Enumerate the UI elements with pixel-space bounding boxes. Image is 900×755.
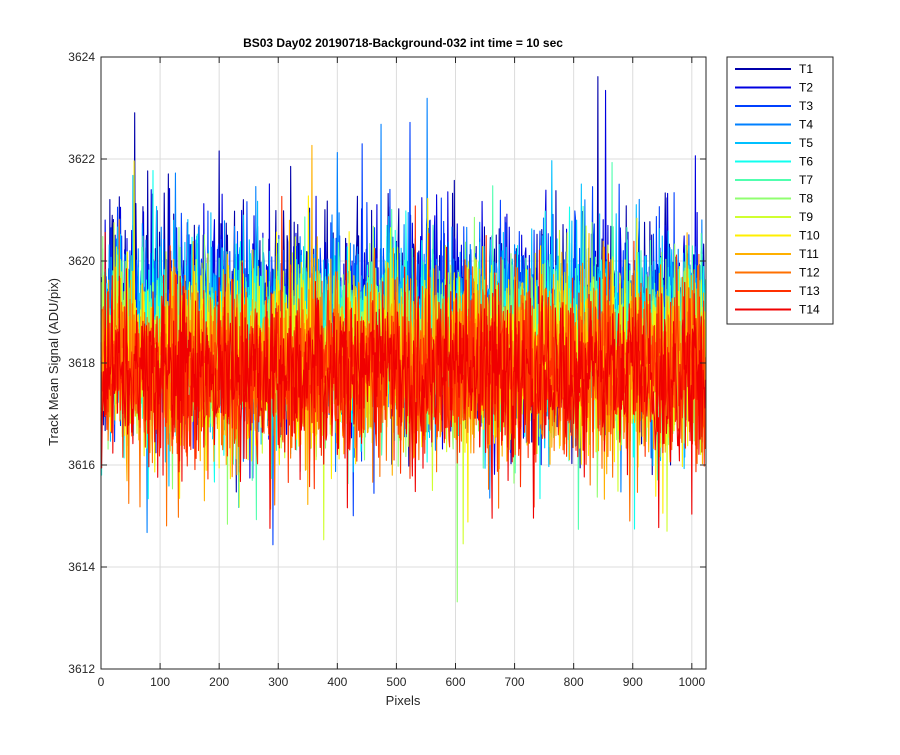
legend-label-T10: T10 [799, 229, 820, 243]
y-tick-label: 3622 [68, 152, 95, 166]
x-tick-label: 100 [150, 675, 170, 689]
series-line-T14 [100, 231, 706, 529]
x-tick-label: 1000 [678, 675, 705, 689]
legend: T1 T2 T3 T4 T5 T6 T7 T8 T9 T10 T11 T12 T13 T14 [726, 56, 834, 325]
legend-label-T1: T1 [799, 62, 813, 76]
y-tick-label: 3624 [68, 50, 95, 64]
legend-label-T9: T9 [799, 210, 813, 224]
legend-label-T6: T6 [799, 155, 813, 169]
x-tick-label: 600 [445, 675, 465, 689]
legend-label-T14: T14 [799, 303, 820, 317]
x-tick-label: 200 [209, 675, 229, 689]
y-tick-label: 3620 [68, 254, 95, 268]
y-tick-label: 3618 [68, 356, 95, 370]
x-tick-label: 300 [268, 675, 288, 689]
y-tick-label: 3612 [68, 662, 95, 676]
legend-label-T3: T3 [799, 99, 813, 113]
series-lines [100, 76, 706, 603]
legend-label-T2: T2 [799, 81, 813, 95]
legend-label-T12: T12 [799, 266, 820, 280]
chart-title: BS03 Day02 20190718-Background-032 int t… [243, 36, 563, 50]
legend-label-T5: T5 [799, 136, 813, 150]
axes: 0 100 200 300 400 500 600 700 800 900 1000 3612 3614… [68, 50, 707, 689]
x-axis-label: Pixels [386, 693, 421, 708]
x-tick-label: 900 [623, 675, 643, 689]
y-tick-label: 3614 [68, 560, 95, 574]
legend-label-T13: T13 [799, 284, 820, 298]
legend-label-T8: T8 [799, 192, 813, 206]
legend-box [726, 56, 834, 325]
legend-label-T7: T7 [799, 173, 813, 187]
legend-label-T4: T4 [799, 118, 813, 132]
x-tick-label: 0 [98, 675, 105, 689]
x-tick-label: 500 [386, 675, 406, 689]
y-tick-label: 3616 [68, 458, 95, 472]
y-axis-label: Track Mean Signal (ADU/pix) [46, 278, 61, 446]
x-tick-label: 800 [564, 675, 584, 689]
legend-label-T11: T11 [799, 247, 819, 261]
x-tick-label: 400 [327, 675, 347, 689]
x-tick-label: 700 [505, 675, 525, 689]
